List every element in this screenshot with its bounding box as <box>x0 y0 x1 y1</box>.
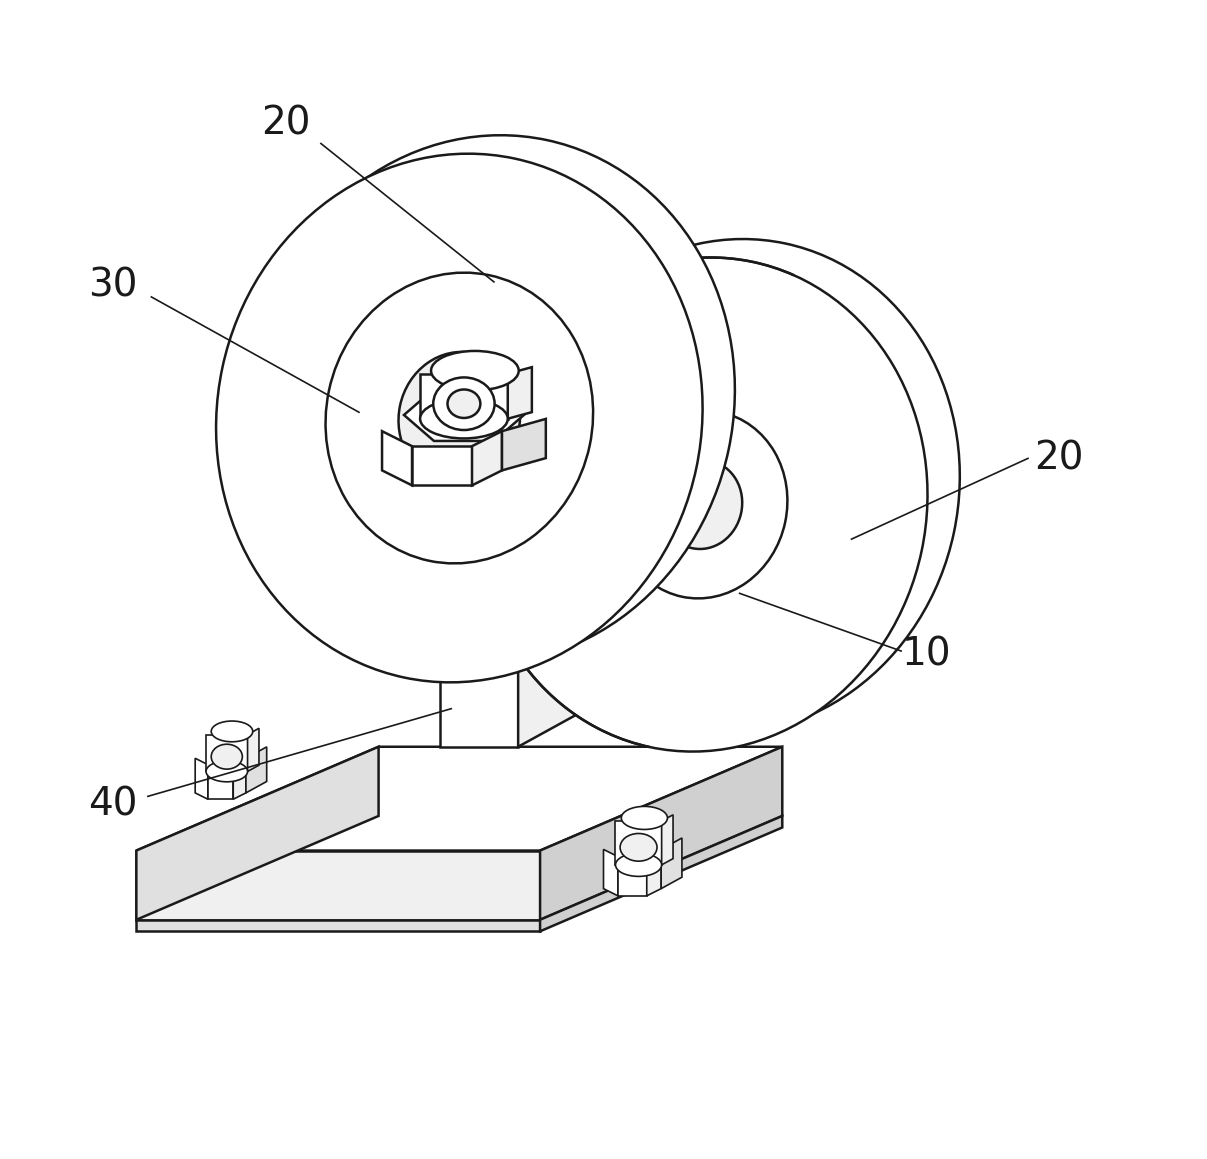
Polygon shape <box>518 442 636 527</box>
Polygon shape <box>325 410 495 442</box>
Polygon shape <box>136 746 379 920</box>
Text: 20: 20 <box>1034 439 1084 478</box>
Ellipse shape <box>620 833 657 861</box>
Polygon shape <box>136 851 540 920</box>
Text: 10: 10 <box>902 635 951 673</box>
Polygon shape <box>325 410 380 527</box>
Polygon shape <box>618 857 647 896</box>
Polygon shape <box>472 431 502 486</box>
Polygon shape <box>439 424 518 746</box>
Polygon shape <box>136 746 782 851</box>
Ellipse shape <box>616 853 661 876</box>
Polygon shape <box>518 410 692 442</box>
Polygon shape <box>325 442 439 527</box>
Polygon shape <box>518 389 582 746</box>
Polygon shape <box>604 850 618 896</box>
Polygon shape <box>208 765 233 800</box>
Ellipse shape <box>398 352 520 484</box>
Polygon shape <box>247 728 260 772</box>
Polygon shape <box>647 850 661 896</box>
Polygon shape <box>196 758 208 800</box>
Ellipse shape <box>476 257 927 751</box>
Ellipse shape <box>431 351 519 391</box>
Polygon shape <box>661 838 682 889</box>
Ellipse shape <box>326 272 593 563</box>
Polygon shape <box>204 759 255 783</box>
Polygon shape <box>383 431 412 486</box>
Polygon shape <box>540 746 782 920</box>
Polygon shape <box>508 367 532 418</box>
Polygon shape <box>502 418 546 471</box>
Ellipse shape <box>433 378 495 430</box>
Polygon shape <box>636 410 692 527</box>
Ellipse shape <box>420 399 508 438</box>
Polygon shape <box>404 389 524 440</box>
Text: 40: 40 <box>88 786 138 823</box>
Ellipse shape <box>622 807 667 830</box>
Polygon shape <box>616 821 661 865</box>
Polygon shape <box>661 815 674 865</box>
Ellipse shape <box>211 721 252 742</box>
Polygon shape <box>420 373 508 418</box>
Ellipse shape <box>206 761 247 782</box>
Ellipse shape <box>616 410 787 598</box>
Polygon shape <box>233 758 246 800</box>
Ellipse shape <box>448 389 480 418</box>
Polygon shape <box>540 816 782 932</box>
Ellipse shape <box>249 136 735 664</box>
Text: 20: 20 <box>262 104 311 143</box>
Ellipse shape <box>661 460 742 549</box>
Polygon shape <box>246 746 267 793</box>
Polygon shape <box>439 389 582 424</box>
Polygon shape <box>612 851 670 879</box>
Ellipse shape <box>216 154 702 683</box>
Polygon shape <box>206 735 247 772</box>
Polygon shape <box>412 446 472 486</box>
Text: 30: 30 <box>88 267 138 305</box>
Ellipse shape <box>508 239 960 734</box>
Ellipse shape <box>211 744 243 770</box>
Polygon shape <box>136 920 540 932</box>
